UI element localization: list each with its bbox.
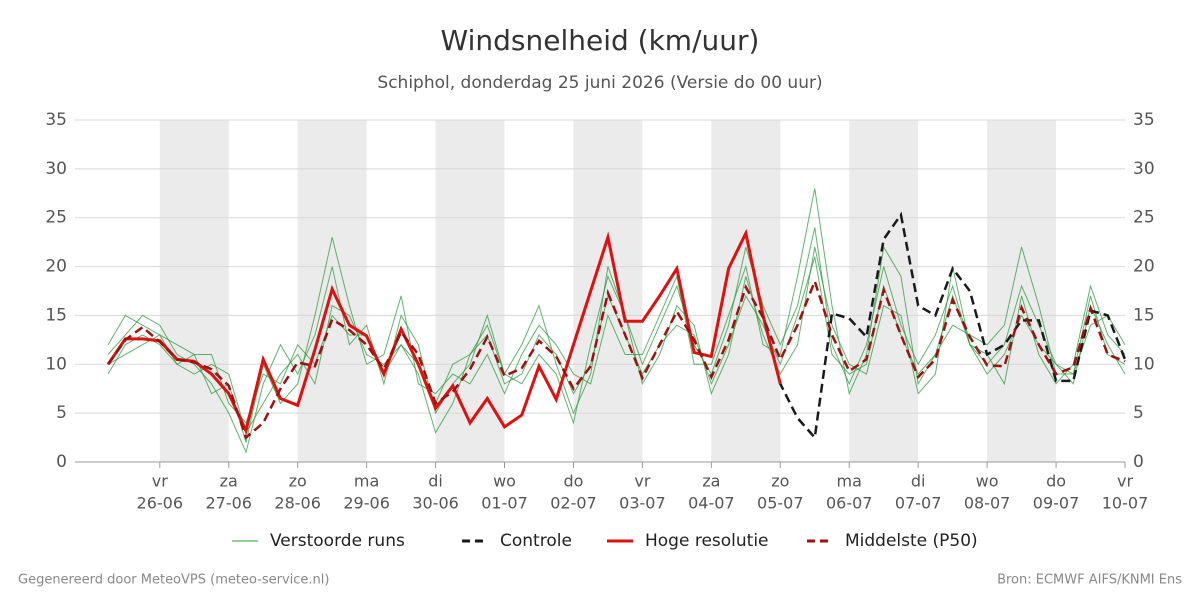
y2-tick-label: 20 (1133, 257, 1155, 277)
x-tick-label: 03-07 (619, 494, 666, 513)
x-tick-label: 06-07 (826, 494, 873, 513)
y-tick-label: 5 (56, 403, 67, 423)
x-tick-label: 29-06 (343, 494, 390, 513)
x-tick-label: 01-07 (481, 494, 528, 513)
x-tick-weekday: di (911, 472, 926, 491)
y2-tick-label: 25 (1133, 208, 1155, 228)
y2-tick-label: 35 (1133, 110, 1155, 130)
ensemble-line (107, 188, 1126, 443)
legend-label: Middelste (P50) (845, 531, 978, 551)
y2-tick-label: 5 (1133, 403, 1144, 423)
y2-tick-label: 0 (1133, 452, 1144, 472)
x-tick-weekday: wo (493, 472, 516, 491)
y-tick-label: 35 (45, 110, 67, 130)
x-tick-weekday: za (702, 472, 720, 491)
footer-right: Bron: ECMWF AIFS/KNMI Ens (997, 573, 1182, 588)
x-tick-label: 30-06 (412, 494, 459, 513)
x-tick-label: 27-06 (205, 494, 252, 513)
x-tick-weekday: di (428, 472, 443, 491)
x-tick-weekday: wo (976, 472, 999, 491)
y2-tick-label: 30 (1133, 159, 1155, 179)
x-tick-label: 09-07 (1033, 494, 1080, 513)
legend-label: Hoge resolutie (645, 531, 769, 551)
day-shade (159, 120, 229, 462)
ensemble-line (107, 227, 1126, 454)
y-tick-label: 0 (56, 452, 67, 472)
x-tick-weekday: vr (634, 472, 650, 491)
day-shade (711, 120, 781, 462)
ensemble-line (107, 246, 1126, 434)
legend-label: Verstoorde runs (270, 531, 405, 551)
x-tick-label: 28-06 (274, 494, 321, 513)
y-tick-label: 10 (45, 354, 67, 374)
x-tick-label: 26-06 (137, 494, 184, 513)
x-tick-label: 08-07 (964, 494, 1011, 513)
y-tick-label: 30 (45, 159, 67, 179)
x-tick-weekday: ma (354, 472, 379, 491)
footer-left: Gegenereerd door MeteoVPS (meteo-service… (18, 573, 329, 588)
ensemble-line (107, 256, 1126, 424)
x-tick-weekday: ma (837, 472, 862, 491)
y2-tick-label: 15 (1133, 305, 1155, 325)
x-tick-weekday: vr (1117, 472, 1133, 491)
x-tick-weekday: zo (289, 472, 307, 491)
day-shade (435, 120, 505, 462)
x-tick-label: 04-07 (688, 494, 735, 513)
x-tick-label: 10-07 (1102, 494, 1149, 513)
chart-title: Windsnelheid (km/uur) (441, 24, 760, 57)
x-tick-weekday: vr (152, 472, 168, 491)
x-tick-weekday: za (220, 472, 238, 491)
day-shade (987, 120, 1057, 462)
chart-subtitle: Schiphol, donderdag 25 juni 2026 (Versie… (377, 73, 822, 93)
legend-label: Controle (500, 531, 572, 551)
x-tick-weekday: do (1046, 472, 1066, 491)
series-line (107, 277, 1126, 440)
y-tick-label: 25 (45, 208, 67, 228)
y2-tick-label: 10 (1133, 354, 1155, 374)
x-tick-weekday: do (563, 472, 583, 491)
x-tick-label: 05-07 (757, 494, 804, 513)
x-tick-label: 02-07 (550, 494, 597, 513)
x-tick-label: 07-07 (895, 494, 942, 513)
y-tick-label: 20 (45, 257, 67, 277)
x-tick-weekday: zo (771, 472, 789, 491)
y-tick-label: 15 (45, 305, 67, 325)
